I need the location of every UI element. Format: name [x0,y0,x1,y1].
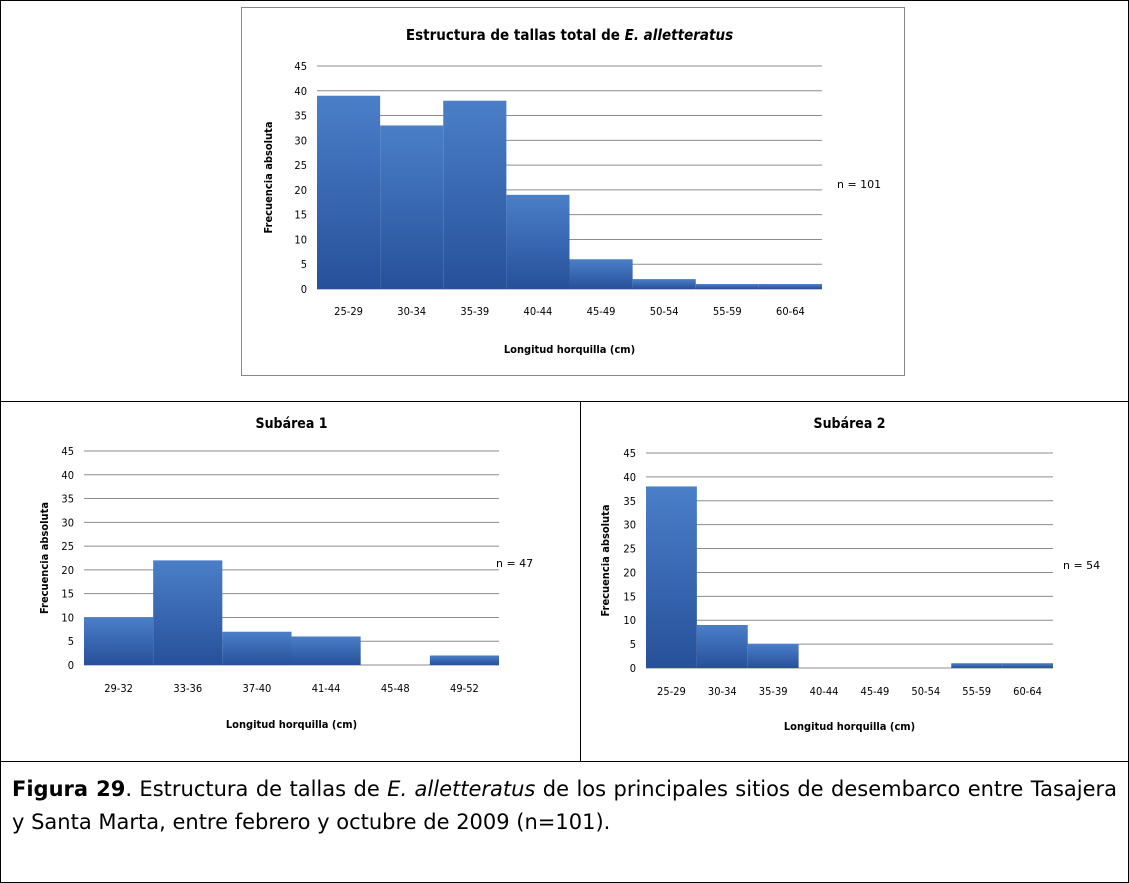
x-tick-label: 33-36 [173,682,202,695]
y-tick-label: 0 [301,283,307,296]
bar-50-54 [632,279,696,289]
x-tick-label: 45-48 [381,682,410,695]
y-tick-label: 25 [294,159,307,172]
bar-49-52 [429,655,499,665]
y-tick-label: 25 [61,540,74,553]
chart-subarea-1: Subárea 1 0 5 10 15 20 25 30 35 40 45 29-32 33-36 37-… [24,406,572,752]
chart-title-text: Subárea 2 [814,416,886,432]
x-tick-label: 29-32 [104,682,133,695]
bar-60-64 [1002,663,1053,668]
bar-30-34 [696,625,748,668]
caption-text-before: . Estructura de tallas de [125,777,388,801]
x-tick-label: 45-49 [861,685,890,698]
x-axis-label: Longitud horquilla (cm) [226,718,357,731]
x-tick-label: 60-64 [776,305,805,318]
y-tick-label: 40 [623,471,636,484]
caption-species: E. alletteratus [387,777,536,801]
y-tick-label: 15 [61,588,74,601]
y-tick-label: 30 [294,134,307,147]
x-tick-label: 60-64 [1013,685,1042,698]
y-tick-label: 45 [61,445,74,458]
bar-29-32 [84,617,154,665]
y-tick-label: 30 [61,516,74,529]
y-tick-label: 35 [61,493,74,506]
y-tick-label: 5 [68,635,74,648]
x-axis-label: Longitud horquilla (cm) [504,343,635,356]
y-tick-label: 30 [623,519,636,532]
bar-55-59 [695,284,759,289]
chart-title-text: Estructura de tallas total de [406,26,625,44]
bar-35-39 [443,100,507,289]
x-tick-label: 49-52 [450,682,479,695]
x-tick-label: 25-29 [334,305,363,318]
caption-label: Figura 29 [12,777,126,801]
bar-25-29 [646,486,697,668]
x-tick-label: 37-40 [243,682,272,695]
chart-title: Subárea 1 [256,416,328,432]
figure-caption: Figura 29. Estructura de tallas de E. al… [12,773,1117,839]
bar-37-40 [222,631,292,665]
sample-size-note: n = 47 [496,557,533,570]
y-axis-label: Frecuencia absoluta [262,122,275,234]
chart-subarea-2: Subárea 2 0 5 10 15 20 25 30 35 40 45 25-29 30-34 35-… [585,406,1129,752]
bar-35-39 [747,644,799,668]
y-tick-label: 40 [294,85,307,98]
x-tick-label: 40-44 [810,685,839,698]
chart-total: Estructura de tallas total de E. allette… [241,7,905,376]
y-tick-label: 0 [68,659,74,672]
x-tick-label: 45-49 [587,305,616,318]
x-axis-label: Longitud horquilla (cm) [784,720,915,733]
caption-text-after: de los principales sitios de desembarco … [12,777,1118,834]
chart-subarea-2-svg: Subárea 2 0 5 10 15 20 25 30 35 40 45 25-29 30-34 35-… [599,416,1100,733]
y-tick-label: 35 [294,110,307,123]
y-axis-label: Frecuencia absoluta [599,505,612,617]
sample-size-note: n = 54 [1063,559,1100,572]
bar-40-44 [506,194,570,289]
x-tick-label: 55-59 [962,685,991,698]
chart-title: Subárea 2 [814,416,886,432]
y-tick-label: 5 [301,258,307,271]
y-tick-label: 20 [61,564,74,577]
bar-55-59 [951,663,1003,668]
bar-45-49 [569,259,633,289]
chart-title-text: Subárea 1 [256,416,328,432]
y-axis-label: Frecuencia absoluta [38,502,51,614]
x-tick-label: 40-44 [524,305,553,318]
bar-30-34 [380,125,444,289]
x-tick-label: 55-59 [713,305,742,318]
y-tick-label: 5 [630,638,636,651]
y-tick-label: 45 [294,60,307,73]
y-tick-label: 10 [61,611,74,624]
x-tick-label: 50-54 [911,685,940,698]
x-tick-label: 30-34 [708,685,737,698]
sample-size-note: n = 101 [837,178,881,191]
bar-25-29 [317,95,381,289]
y-tick-label: 0 [630,662,636,675]
bar-41-44 [291,636,361,665]
chart-subarea-1-svg: Subárea 1 0 5 10 15 20 25 30 35 40 45 29-32 33-36 37-… [38,416,533,731]
chart-total-svg: Estructura de tallas total de E. allette… [262,26,881,356]
y-tick-label: 25 [623,543,636,556]
y-tick-label: 20 [623,566,636,579]
y-tick-label: 10 [294,233,307,246]
x-tick-label: 25-29 [657,685,686,698]
y-tick-label: 15 [294,209,307,222]
y-tick-label: 10 [623,614,636,627]
x-tick-label: 35-39 [460,305,489,318]
bar-60-64 [758,284,822,289]
y-tick-label: 15 [623,590,636,603]
y-tick-label: 20 [294,184,307,197]
x-tick-label: 50-54 [650,305,679,318]
chart-title: Estructura de tallas total de E. allette… [406,26,733,44]
y-tick-label: 35 [623,495,636,508]
x-tick-label: 30-34 [397,305,426,318]
bar-33-36 [153,560,223,665]
x-tick-label: 35-39 [759,685,788,698]
y-tick-label: 40 [61,469,74,482]
y-tick-label: 45 [623,447,636,460]
chart-title-species: E. alletteratus [625,26,733,44]
x-tick-label: 41-44 [312,682,341,695]
